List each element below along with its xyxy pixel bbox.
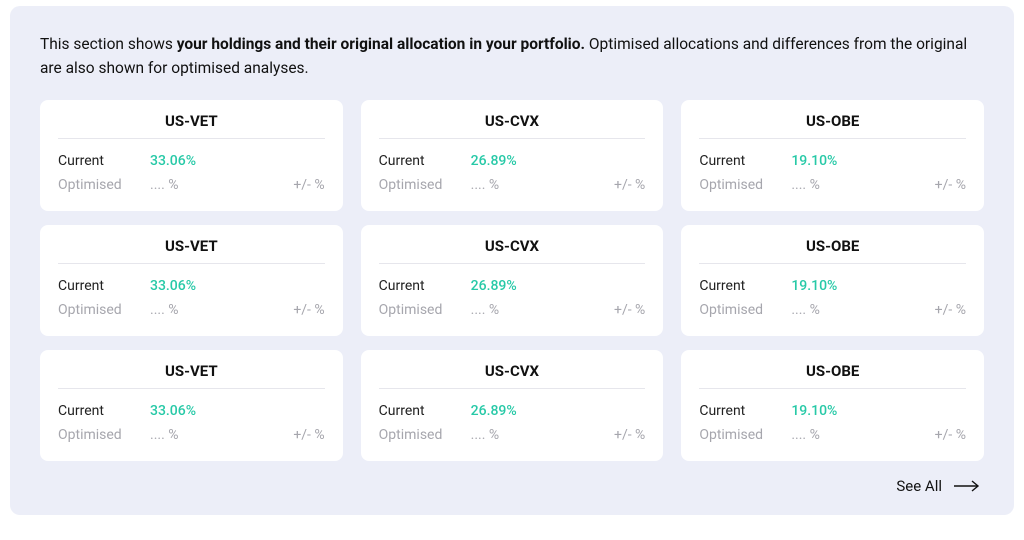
optimised-value: .... %	[471, 177, 561, 193]
optimised-label: Optimised	[379, 302, 471, 318]
holding-ticker: US-OBE	[699, 112, 966, 139]
holding-card: US-CVXCurrent26.89%Optimised.... %+/- %	[361, 100, 664, 211]
current-value: 33.06%	[150, 278, 240, 294]
optimised-value: .... %	[150, 302, 240, 318]
current-value: 26.89%	[471, 153, 561, 169]
optimised-delta: +/- %	[881, 177, 966, 193]
optimised-delta: +/- %	[561, 427, 646, 443]
optimised-delta: +/- %	[240, 177, 325, 193]
holding-ticker: US-CVX	[379, 112, 646, 139]
optimised-label: Optimised	[58, 302, 150, 318]
holding-card: US-OBECurrent19.10%Optimised.... %+/- %	[681, 100, 984, 211]
current-row: Current33.06%	[58, 399, 325, 423]
holding-card: US-OBECurrent19.10%Optimised.... %+/- %	[681, 350, 984, 461]
holding-ticker: US-OBE	[699, 237, 966, 264]
holding-card: US-CVXCurrent26.89%Optimised.... %+/- %	[361, 225, 664, 336]
optimised-row: Optimised.... %+/- %	[58, 423, 325, 447]
holding-ticker: US-VET	[58, 237, 325, 264]
current-row: Current26.89%	[379, 399, 646, 423]
current-label: Current	[58, 403, 150, 419]
arrow-right-icon	[954, 480, 980, 492]
optimised-value: .... %	[791, 302, 881, 318]
holding-ticker: US-VET	[58, 112, 325, 139]
current-label: Current	[699, 278, 791, 294]
optimised-row: Optimised.... %+/- %	[699, 173, 966, 197]
current-label: Current	[699, 403, 791, 419]
optimised-label: Optimised	[58, 427, 150, 443]
current-label: Current	[58, 153, 150, 169]
current-label: Current	[699, 153, 791, 169]
optimised-row: Optimised.... %+/- %	[58, 173, 325, 197]
optimised-value: .... %	[791, 427, 881, 443]
optimised-delta: +/- %	[881, 302, 966, 318]
current-row: Current19.10%	[699, 399, 966, 423]
optimised-row: Optimised.... %+/- %	[699, 298, 966, 322]
optimised-label: Optimised	[379, 177, 471, 193]
optimised-value: .... %	[791, 177, 881, 193]
optimised-delta: +/- %	[561, 302, 646, 318]
current-label: Current	[58, 278, 150, 294]
optimised-delta: +/- %	[240, 427, 325, 443]
intro-prefix: This section shows	[40, 35, 177, 53]
optimised-value: .... %	[150, 177, 240, 193]
holding-card: US-VETCurrent33.06%Optimised.... %+/- %	[40, 350, 343, 461]
holding-ticker: US-CVX	[379, 237, 646, 264]
current-row: Current33.06%	[58, 274, 325, 298]
holding-ticker: US-OBE	[699, 362, 966, 389]
holding-card: US-VETCurrent33.06%Optimised.... %+/- %	[40, 100, 343, 211]
intro-text: This section shows your holdings and the…	[40, 32, 984, 80]
see-all-button[interactable]: See All	[40, 477, 984, 495]
current-value: 33.06%	[150, 153, 240, 169]
optimised-value: .... %	[150, 427, 240, 443]
see-all-label: See All	[896, 477, 942, 495]
holdings-grid: US-VETCurrent33.06%Optimised.... %+/- %U…	[40, 100, 984, 461]
optimised-row: Optimised.... %+/- %	[58, 298, 325, 322]
current-row: Current19.10%	[699, 274, 966, 298]
optimised-delta: +/- %	[881, 427, 966, 443]
current-value: 19.10%	[791, 403, 881, 419]
optimised-label: Optimised	[699, 302, 791, 318]
optimised-label: Optimised	[699, 177, 791, 193]
current-label: Current	[379, 153, 471, 169]
current-label: Current	[379, 278, 471, 294]
holding-ticker: US-CVX	[379, 362, 646, 389]
optimised-row: Optimised.... %+/- %	[699, 423, 966, 447]
intro-bold: your holdings and their original allocat…	[177, 35, 585, 53]
holdings-panel: This section shows your holdings and the…	[10, 6, 1014, 515]
optimised-row: Optimised.... %+/- %	[379, 423, 646, 447]
holding-ticker: US-VET	[58, 362, 325, 389]
optimised-label: Optimised	[699, 427, 791, 443]
optimised-label: Optimised	[379, 427, 471, 443]
optimised-label: Optimised	[58, 177, 150, 193]
current-value: 19.10%	[791, 153, 881, 169]
current-row: Current33.06%	[58, 149, 325, 173]
current-row: Current19.10%	[699, 149, 966, 173]
current-label: Current	[379, 403, 471, 419]
current-value: 26.89%	[471, 278, 561, 294]
optimised-delta: +/- %	[240, 302, 325, 318]
optimised-value: .... %	[471, 302, 561, 318]
holding-card: US-OBECurrent19.10%Optimised.... %+/- %	[681, 225, 984, 336]
current-value: 26.89%	[471, 403, 561, 419]
current-row: Current26.89%	[379, 149, 646, 173]
current-value: 19.10%	[791, 278, 881, 294]
optimised-delta: +/- %	[561, 177, 646, 193]
holding-card: US-CVXCurrent26.89%Optimised.... %+/- %	[361, 350, 664, 461]
current-row: Current26.89%	[379, 274, 646, 298]
current-value: 33.06%	[150, 403, 240, 419]
optimised-value: .... %	[471, 427, 561, 443]
holding-card: US-VETCurrent33.06%Optimised.... %+/- %	[40, 225, 343, 336]
optimised-row: Optimised.... %+/- %	[379, 298, 646, 322]
optimised-row: Optimised.... %+/- %	[379, 173, 646, 197]
